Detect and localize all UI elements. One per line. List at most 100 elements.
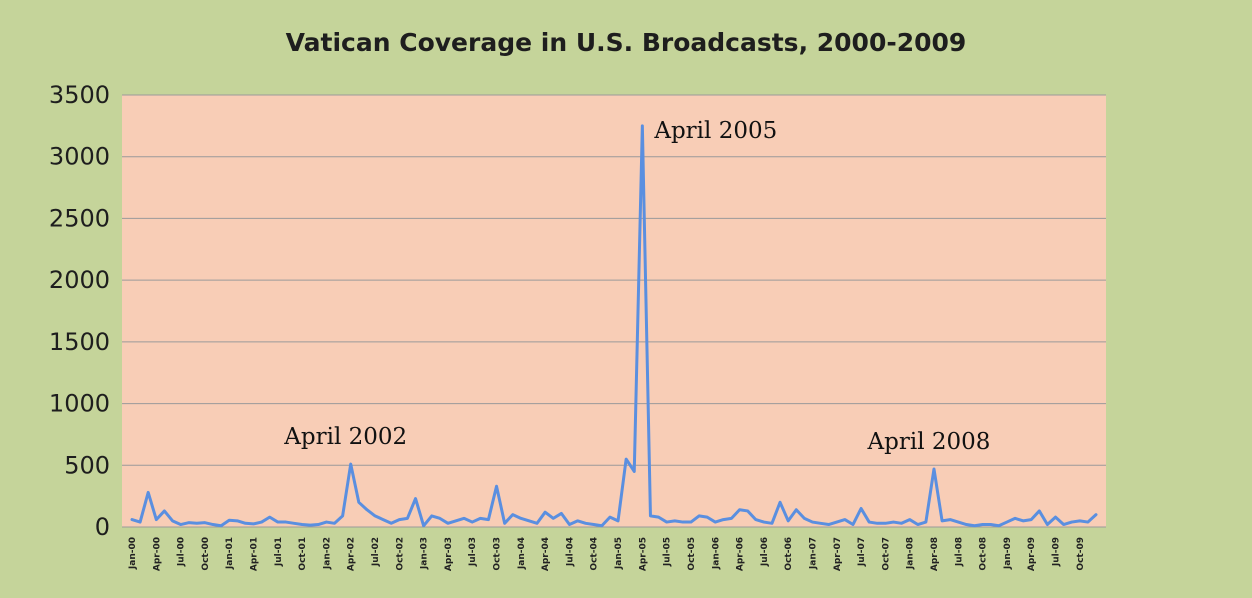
x-tick-label: Jan-03 — [420, 537, 430, 570]
data-point — [447, 522, 449, 525]
y-tick-label: 500 — [64, 451, 110, 479]
data-point — [155, 518, 158, 521]
data-point — [1030, 518, 1032, 521]
data-point — [1038, 510, 1041, 512]
data-point — [1070, 521, 1073, 523]
x-tick-label: Oct-01 — [298, 537, 308, 571]
x-tick-label: Apr-04 — [541, 537, 551, 571]
data-point — [957, 521, 960, 523]
data-point — [827, 523, 830, 526]
data-point — [641, 125, 644, 127]
x-tick-label: Oct-02 — [395, 537, 405, 571]
x-tick-label: Jul-06 — [760, 537, 770, 567]
data-point — [196, 522, 198, 525]
x-tick-label: Oct-04 — [590, 537, 600, 571]
data-point — [835, 521, 838, 523]
data-point — [341, 515, 344, 517]
data-point — [665, 521, 668, 523]
x-tick-label: Jan-02 — [322, 537, 332, 570]
data-point — [406, 517, 409, 520]
data-point — [698, 515, 700, 517]
data-point — [1062, 523, 1065, 526]
data-point — [989, 523, 992, 526]
data-point — [439, 517, 441, 520]
data-point — [868, 521, 870, 523]
data-point — [682, 521, 684, 523]
series-layer — [130, 124, 1098, 528]
x-tick-label: Apr-01 — [250, 537, 260, 571]
annotation-label: April 2008 — [867, 429, 991, 455]
data-point — [609, 516, 611, 518]
data-point — [633, 470, 636, 473]
x-tick-label: Jan-01 — [225, 537, 235, 570]
data-point — [382, 518, 384, 521]
data-point — [714, 521, 717, 523]
data-point — [1046, 523, 1049, 526]
data-point — [147, 491, 149, 494]
x-tick-label: Jan-00 — [128, 537, 138, 570]
plot-area — [122, 95, 1106, 527]
x-tick-label: Jan-09 — [1003, 537, 1013, 570]
data-point — [268, 516, 271, 518]
x-tick-label: Jul-00 — [177, 537, 187, 567]
grid-lines — [122, 94, 1106, 528]
data-point — [860, 507, 862, 510]
data-point — [171, 520, 174, 522]
data-point — [390, 522, 393, 525]
data-point — [374, 515, 376, 517]
data-point — [187, 521, 190, 524]
x-tick-label: Oct-09 — [1076, 537, 1086, 571]
data-point — [309, 524, 312, 526]
data-point — [811, 521, 814, 523]
data-point — [285, 521, 287, 523]
data-point — [398, 518, 401, 521]
x-tick-label: Apr-07 — [833, 537, 843, 571]
data-point — [908, 518, 911, 521]
data-point — [730, 517, 733, 520]
data-point — [333, 522, 336, 525]
x-tick-label: Jul-03 — [468, 537, 478, 567]
x-tick-label: Oct-08 — [979, 537, 989, 571]
data-point — [471, 521, 474, 523]
data-point — [301, 523, 303, 526]
data-point — [260, 521, 263, 523]
data-point — [430, 515, 433, 517]
y-tick-label: 0 — [95, 513, 110, 541]
data-point — [649, 515, 652, 517]
data-point — [228, 519, 231, 522]
data-point — [738, 508, 741, 511]
x-tick-label: Jan-05 — [614, 537, 624, 570]
data-point — [1014, 517, 1016, 520]
y-tick-label: 1000 — [49, 390, 110, 418]
data-point — [236, 520, 239, 522]
data-point — [139, 521, 141, 523]
data-point — [754, 518, 757, 521]
data-point — [1095, 513, 1097, 516]
data-point — [220, 524, 222, 527]
data-point — [690, 521, 692, 523]
data-point — [414, 497, 417, 500]
data-point — [1022, 520, 1024, 522]
y-tick-label: 3000 — [49, 143, 110, 171]
data-point — [544, 511, 546, 513]
data-point — [965, 523, 968, 526]
data-point — [204, 521, 206, 524]
data-point — [511, 513, 514, 516]
data-point — [876, 522, 879, 525]
data-point — [601, 524, 603, 527]
data-point — [179, 523, 182, 526]
data-point — [1087, 521, 1089, 523]
x-tick-label: Apr-08 — [930, 537, 940, 571]
data-point — [536, 522, 538, 525]
y-tick-label: 2000 — [49, 266, 110, 294]
data-point — [844, 518, 846, 521]
data-point — [244, 522, 247, 525]
x-tick-label: Jan-06 — [711, 537, 721, 570]
x-tick-label: Oct-05 — [687, 537, 697, 571]
x-tick-label: Jul-08 — [954, 537, 964, 567]
data-point — [925, 521, 927, 523]
data-point — [673, 520, 676, 522]
data-point — [973, 524, 976, 527]
